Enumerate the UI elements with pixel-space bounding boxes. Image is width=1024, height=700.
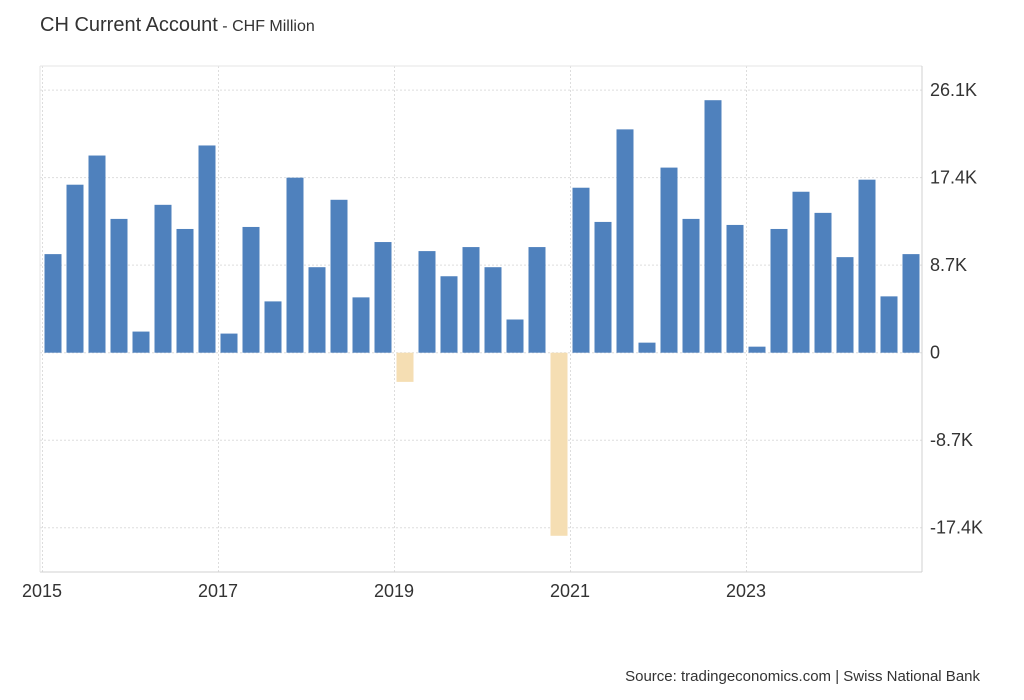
bar-11	[286, 177, 304, 353]
x-axis-ticks: 2015 2017 2019 2021 2023	[22, 581, 766, 601]
grid-lines	[40, 66, 922, 572]
bar-13	[330, 199, 348, 353]
bar-22	[528, 247, 546, 353]
bar-series	[44, 100, 920, 536]
x-tick-label-4: 2023	[726, 581, 766, 601]
bar-27	[638, 342, 656, 353]
bar-34	[792, 191, 810, 353]
bar-15	[374, 242, 392, 353]
chart-subtitle: CHF Million	[232, 18, 315, 35]
bar-0	[44, 254, 62, 353]
bar-14	[352, 297, 370, 353]
bar-18	[440, 276, 458, 353]
bar-8	[220, 333, 238, 353]
bar-35	[814, 212, 832, 353]
bar-6	[176, 228, 194, 353]
bar-31	[726, 224, 744, 353]
bar-10	[264, 301, 282, 353]
y-tick-label-2: 8.7K	[930, 255, 967, 275]
bar-23	[550, 352, 568, 536]
bar-1	[66, 184, 84, 353]
bar-19	[462, 247, 480, 353]
y-tick-label-1: 17.4K	[930, 168, 977, 188]
x-tick-label-0: 2015	[22, 581, 62, 601]
chart-title-separator: -	[217, 18, 233, 35]
x-tick-label-2: 2019	[374, 581, 414, 601]
bar-30	[704, 100, 722, 353]
bar-2	[88, 155, 106, 353]
y-tick-label-0: 26.1K	[930, 80, 977, 100]
y-axis-ticks: 26.1K 17.4K 8.7K 0 -8.7K -17.4K	[930, 80, 983, 538]
bar-5	[154, 204, 172, 353]
source-credit: Source: tradingeconomics.com | Swiss Nat…	[625, 668, 980, 685]
chart-title-main: CH Current Account	[40, 14, 218, 36]
bar-12	[308, 267, 326, 353]
bar-17	[418, 251, 436, 353]
y-tick-label-4: -8.7K	[930, 430, 973, 450]
bar-26	[616, 129, 634, 353]
bar-20	[484, 267, 502, 353]
bar-28	[660, 167, 678, 353]
bar-36	[836, 257, 854, 353]
x-tick-label-1: 2017	[198, 581, 238, 601]
bar-33	[770, 228, 788, 353]
bar-16	[396, 352, 414, 382]
bar-9	[242, 226, 260, 353]
bar-24	[572, 187, 590, 353]
bar-39	[902, 254, 920, 353]
bar-4	[132, 331, 150, 353]
bar-29	[682, 218, 700, 353]
bar-32	[748, 346, 766, 353]
chart-title: CH Current Account - CHF Million	[40, 14, 315, 37]
bar-3	[110, 218, 128, 353]
bar-7	[198, 145, 216, 353]
plot-frame	[39, 65, 923, 573]
bar-37	[858, 179, 876, 353]
bar-21	[506, 319, 524, 353]
x-tick-label-3: 2021	[550, 581, 590, 601]
y-tick-label-5: -17.4K	[930, 518, 983, 538]
y-tick-label-3: 0	[930, 343, 940, 363]
bar-38	[880, 296, 898, 353]
bar-25	[594, 221, 612, 353]
